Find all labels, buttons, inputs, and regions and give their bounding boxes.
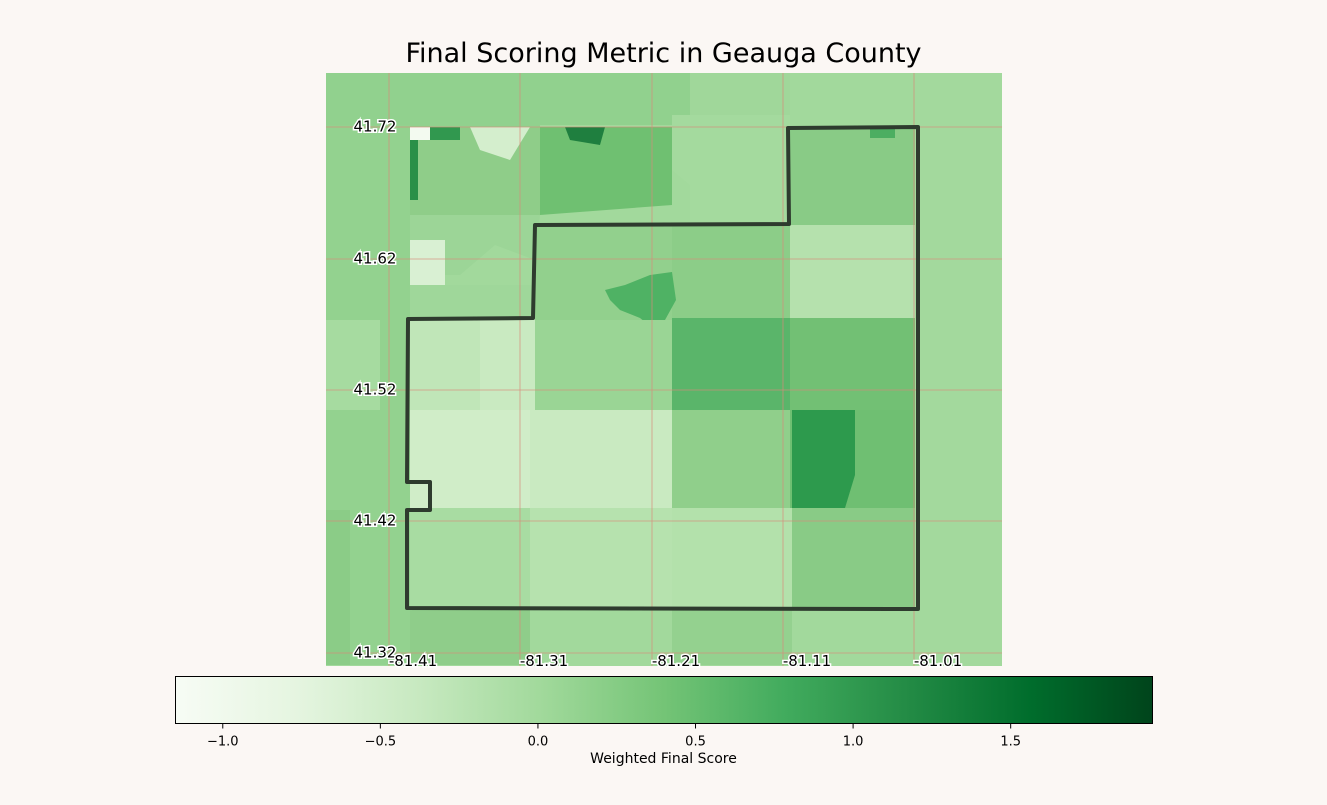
lat-tick-labels: 41.72 41.62 41.52 41.42 41.32 [352,116,398,663]
colorbar [175,676,1153,724]
lat-tick-label: 41.62 [354,250,397,268]
colorbar-tick-label: −0.5 [365,735,397,750]
raster-east-strip [915,73,1002,665]
raster-patch [470,127,530,160]
raster-patch [326,510,350,665]
county-boundary [405,125,920,611]
colorbar-tick-label: 1.5 [1000,735,1021,750]
colorbar-tick-label: −1.0 [207,735,239,750]
lat-tick-label: 41.72 [354,118,397,136]
raster-patch [480,318,535,410]
raster-patch [565,127,605,145]
raster-patch [535,320,672,410]
map-title: Final Scoring Metric in Geauga County [405,38,922,69]
lon-tick-label: -81.41 [389,652,437,670]
raster-patch [672,115,790,225]
colorbar-ticks: −1.0 −0.5 0.0 0.5 1.0 1.5 [207,723,1021,750]
lat-tick-label: 41.32 [354,644,397,662]
grid-lines [326,73,1002,666]
raster-patch [410,240,445,285]
raster-patch [410,410,530,508]
raster-patch [790,318,915,410]
raster-patch [410,127,430,140]
raster-patch [326,320,380,410]
lon-tick-label: -81.31 [520,652,568,670]
raster-patch [410,508,530,610]
raster-patch [870,127,895,138]
raster-patch [430,127,460,140]
raster-patch [530,508,672,610]
colorbar-tick-label: 0.5 [685,735,706,750]
raster-layer [326,73,1002,666]
raster-patch [605,272,676,330]
raster-patch [790,127,915,225]
raster-patch [672,318,790,410]
raster-patch [410,285,535,318]
raster-patch [410,140,418,200]
raster-patch [672,410,790,508]
raster-patch [790,225,915,318]
raster-patch [672,610,792,665]
raster-patch [792,508,915,610]
raster-patch [410,610,530,665]
raster-patch [540,127,672,215]
raster-patch [672,225,790,318]
raster-patch [792,410,855,508]
raster-patch [690,73,790,115]
lon-tick-label: -81.21 [652,652,700,670]
colorbar-tick-label: 0.0 [528,735,549,750]
lat-tick-label: 41.52 [354,381,397,399]
raster-patch [672,508,792,610]
colorbar-tick-label: 1.0 [843,735,864,750]
lat-tick-label: 41.42 [354,512,397,530]
lon-tick-labels: -81.41 -81.31 -81.21 -81.11 -81.01 [387,651,963,672]
lon-tick-label: -81.01 [914,652,962,670]
colorbar-label: Weighted Final Score [590,751,737,767]
lon-tick-label: -81.11 [783,652,831,670]
